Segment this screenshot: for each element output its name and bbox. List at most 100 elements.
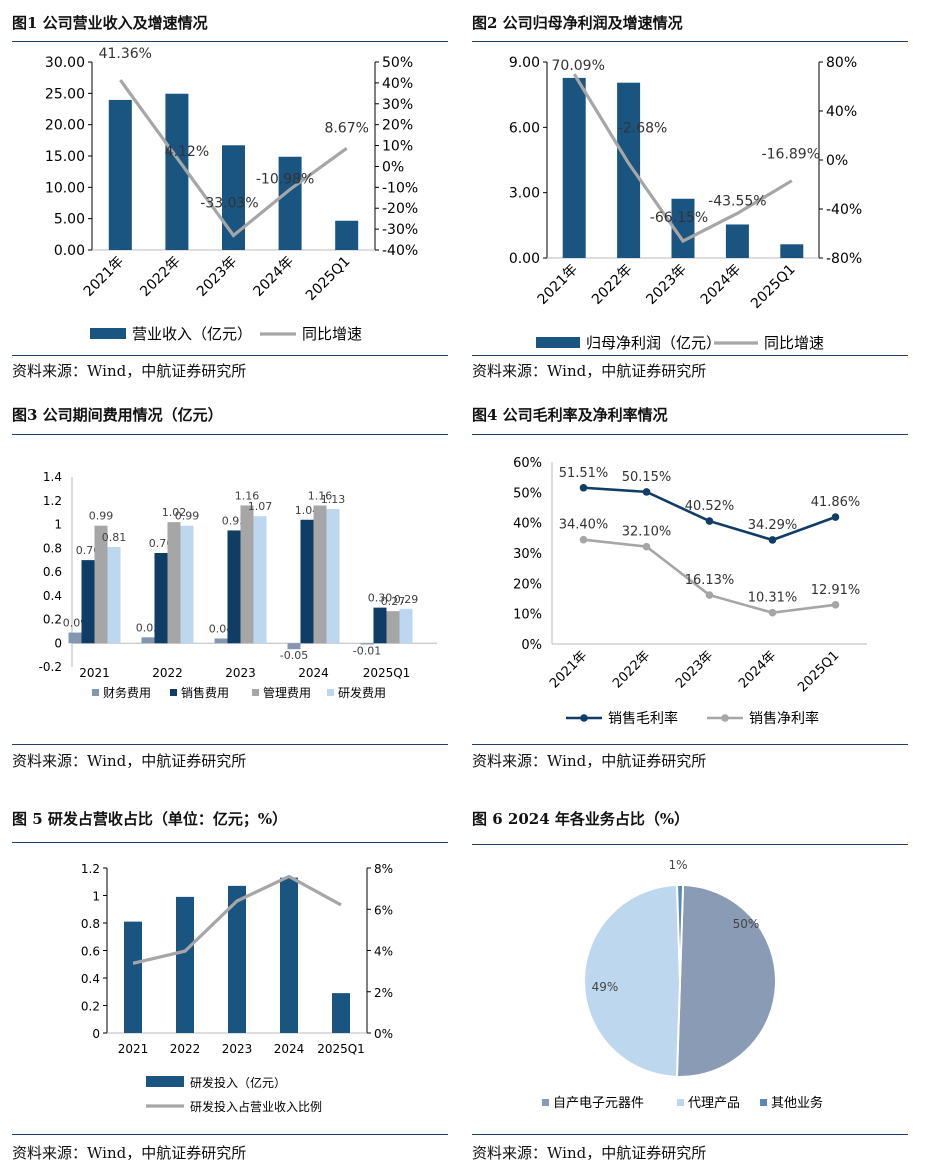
bar [399, 608, 413, 644]
bar [107, 547, 121, 644]
x-tick-label: 2025Q1 [795, 648, 842, 695]
tick-label: 1.2 [43, 494, 62, 508]
tick-label-left: 0 [92, 1027, 100, 1041]
bar [154, 553, 168, 644]
tick-label-left: 15.00 [45, 149, 85, 165]
chart-margins: 0% 10% 20% 30% 40% 50% 60% 2021年 2022年 2023年 2024年… [513, 456, 867, 727]
tick-label-right: -80% [826, 251, 862, 267]
x-tick-label: 2022年 [610, 648, 653, 691]
tick-label-left: 30.00 [45, 55, 85, 71]
source-note: 资料来源：Wind，中航证券研究所 [12, 362, 247, 380]
tick-label-left: 0.6 [81, 945, 100, 959]
data-label: 0.70 [76, 544, 101, 557]
title-rule [472, 844, 908, 845]
tick-label-right: 50% [382, 55, 413, 71]
bar [617, 82, 641, 258]
data-label: 0.30 [368, 592, 393, 605]
tick-label-right: 0% [826, 153, 848, 169]
bar [68, 632, 82, 644]
bar [373, 607, 387, 644]
data-label: -2.68% [618, 120, 668, 136]
source-rule [472, 1134, 908, 1135]
tick-label: 40% [513, 517, 542, 532]
bar [780, 244, 804, 258]
tick-label-left: 3.00 [509, 186, 540, 202]
bar [360, 643, 374, 645]
bar [287, 643, 301, 650]
title-rule [472, 41, 908, 42]
data-label: 50.15% [622, 470, 672, 485]
tick-label-right: 40% [826, 104, 857, 120]
tick-label-right: 4% [374, 945, 393, 959]
title-rule [472, 434, 908, 435]
data-label: 1% [668, 858, 687, 872]
series-line [572, 73, 793, 244]
tick-label-left: 20.00 [45, 118, 85, 134]
tick-label-right: 0% [374, 1027, 393, 1041]
legend-swatch [170, 689, 177, 696]
chart-revenue: 0.00 5.00 10.00 15.00 20.00 25.00 30.00 -40% -30… [45, 46, 418, 343]
bar [300, 519, 314, 644]
bar [94, 525, 108, 644]
bar [165, 93, 189, 250]
source-rule [472, 744, 908, 745]
x-tick-label: 2023年 [673, 648, 716, 691]
source-note: 资料来源：Wind，中航证券研究所 [472, 1144, 707, 1162]
data-label: -0.01 [353, 644, 381, 657]
panel-title: 图 5 研发占营收占比（单位：亿元；%） [12, 810, 288, 828]
bar [562, 77, 586, 258]
legend-swatch-point [580, 714, 588, 722]
tick-label: 0% [521, 638, 542, 653]
bar [326, 509, 340, 644]
data-label: 34.29% [748, 518, 798, 533]
data-label: 1.07 [248, 500, 273, 513]
tick-label-right: 20% [382, 118, 413, 134]
point [705, 517, 714, 525]
tick-label: 10% [513, 608, 542, 623]
tick-label: 60% [513, 456, 542, 471]
bar [108, 99, 132, 250]
data-label: 1.16 [235, 490, 260, 503]
chart-rd: 0 0.2 0.4 0.6 0.8 1 1.2 0% 2% 4% 6% 8% 2021 2022 2023 2… [81, 862, 393, 1114]
legend-swatch-point [721, 714, 729, 722]
x-tick-label: 2024 [298, 666, 329, 680]
legend-label: 代理产品 [688, 1096, 740, 1111]
data-label: 12.91% [811, 583, 861, 598]
tick-label: 30% [513, 547, 542, 562]
panel-title: 图3 公司期间费用情况（亿元） [12, 406, 223, 424]
tick-label-left: 0.00 [54, 243, 85, 259]
x-tick-label: 2023 [225, 666, 256, 680]
bar [332, 993, 350, 1033]
data-label: 0.05 [136, 621, 161, 634]
tick-label-right: 6% [374, 903, 393, 917]
data-label: 0.04 [209, 623, 234, 636]
x-tick-label: 2024年 [251, 254, 297, 300]
bar [386, 611, 400, 644]
x-tick-label: 2024年 [698, 262, 744, 308]
tick-label-right: 8% [374, 862, 393, 876]
data-label: 0.29 [394, 593, 419, 606]
data-label: 0.09 [63, 617, 88, 630]
x-tick-label: 2023 [222, 1042, 253, 1056]
point [831, 601, 840, 609]
data-label: 0.81 [102, 531, 127, 544]
pie-slice [583, 884, 682, 1078]
tick-label: 0.4 [43, 589, 62, 603]
data-label: 1.16 [308, 490, 333, 503]
bar [313, 505, 327, 644]
panel-fig3: 图3 公司期间费用情况（亿元） -0.2 0 0.2 0.4 0.6 0.8 1 1.2 1.4… [12, 392, 460, 782]
x-tick-label: 2023年 [194, 254, 240, 300]
legend-swatch [542, 1099, 549, 1106]
legend-label: 研发投入（亿元） [190, 1075, 286, 1090]
data-label: 0.99 [89, 510, 114, 523]
data-label: 16.13% [685, 573, 735, 588]
bar [278, 156, 302, 250]
tick-label-right: 0% [382, 159, 404, 175]
pie-slice [675, 884, 777, 1078]
tick-label-right: -20% [382, 201, 418, 217]
x-tick-label: 2022 [170, 1042, 201, 1056]
bar [227, 530, 241, 644]
bar [124, 921, 142, 1033]
panel-title: 图2 公司归母净利润及增速情况 [472, 14, 683, 32]
legend-swatch-bar [536, 337, 580, 348]
